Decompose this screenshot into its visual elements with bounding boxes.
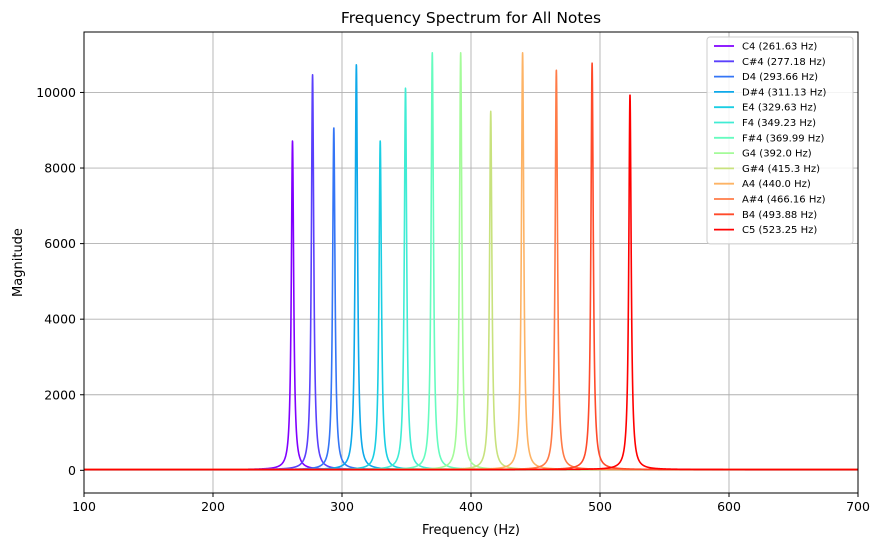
x-tick-label: 200 xyxy=(201,499,225,514)
legend-entry-label: F4 (349.23 Hz) xyxy=(742,118,816,129)
x-tick-label: 400 xyxy=(459,499,483,514)
legend-entry-label: C#4 (277.18 Hz) xyxy=(742,57,826,68)
series-layer xyxy=(84,51,858,471)
legend: C4 (261.63 Hz) C#4 (277.18 Hz) D4 (293.66 … xyxy=(706,36,854,245)
x-axis-label: Frequency (Hz) xyxy=(422,523,520,538)
y-tick-label: 10000 xyxy=(36,85,76,100)
legend-box xyxy=(706,36,854,245)
legend-entry-label: D4 (293.66 Hz) xyxy=(742,72,818,83)
legend-entry-label: D#4 (311.13 Hz) xyxy=(742,87,826,98)
legend-entry-label: C4 (261.63 Hz) xyxy=(742,42,817,53)
series-clip-group xyxy=(84,51,858,471)
legend-entry-label: B4 (493.88 Hz) xyxy=(742,210,817,221)
y-tick-label: 8000 xyxy=(44,161,76,176)
legend-entry-label: G4 (392.0 Hz) xyxy=(742,149,812,160)
y-tick-label: 4000 xyxy=(44,312,76,327)
y-tick-label: 2000 xyxy=(44,387,76,402)
legend-entry-label: A#4 (466.16 Hz) xyxy=(742,195,826,206)
legend-entry-label: A4 (440.0 Hz) xyxy=(742,179,811,190)
x-tick-label: 600 xyxy=(717,499,741,514)
legend-entry-label: C5 (523.25 Hz) xyxy=(742,225,817,236)
legend-entry-label: F#4 (369.99 Hz) xyxy=(742,133,825,144)
x-tick-label: 100 xyxy=(72,499,96,514)
y-tick-label: 6000 xyxy=(44,236,76,251)
y-tick-label: 0 xyxy=(68,463,76,478)
x-tick-label: 500 xyxy=(588,499,612,514)
x-tick-label: 700 xyxy=(846,499,870,514)
legend-entry-label: E4 (329.63 Hz) xyxy=(742,103,817,114)
tick-layer: 100 200 300 400 500 600 700 0 2000 4000 6000 8000 10… xyxy=(36,85,870,514)
x-tick-label: 300 xyxy=(330,499,354,514)
chart-title: Frequency Spectrum for All Notes xyxy=(341,9,601,27)
y-axis-label: Magnitude xyxy=(11,228,26,297)
legend-entry-label: G#4 (415.3 Hz) xyxy=(742,164,820,175)
series-line xyxy=(84,94,858,471)
